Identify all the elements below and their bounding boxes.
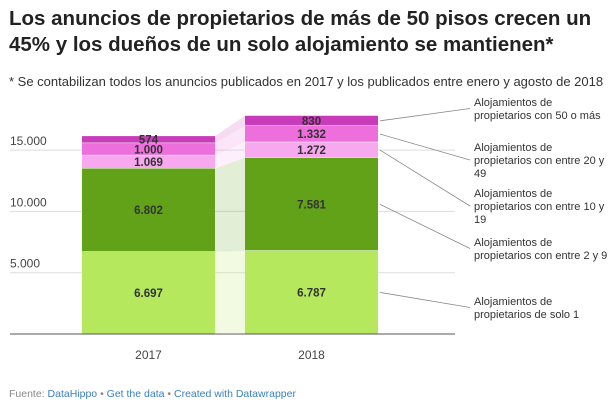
data-label: 6.802 <box>134 205 163 217</box>
legend-leader-line <box>379 108 471 122</box>
bar-segment[interactable] <box>82 168 215 252</box>
legend-label: Alojamientos de propietarios con entre 2 … <box>474 237 607 262</box>
connector-band <box>215 115 245 144</box>
y-tick-label: 10.000 <box>10 195 47 209</box>
bar-segment[interactable] <box>245 142 378 158</box>
connector-band <box>215 157 245 252</box>
x-tick-label: 2017 <box>135 348 162 362</box>
y-tick-label: 5.000 <box>10 257 40 271</box>
data-label: 1.000 <box>134 144 163 156</box>
legend-leader-line <box>379 292 471 308</box>
legend-label: Alojamientos de propietarios de solo 1 <box>474 296 579 321</box>
data-label: 830 <box>302 116 321 128</box>
bar-segment[interactable] <box>245 250 378 334</box>
legend-leader-line <box>379 203 471 249</box>
stacked-bar-chart: 5.000 10.000 15.000 6.697 6.787 6.802 7.581 1.… <box>10 97 607 362</box>
data-label: 6.697 <box>134 288 163 300</box>
get-data-link[interactable]: Get the data <box>106 388 165 400</box>
chart-footer: Fuente: DataHippo • Get the data • Creat… <box>9 388 296 400</box>
y-tick-label: 15.000 <box>10 134 47 148</box>
connector-band <box>215 142 245 169</box>
data-label: 574 <box>139 135 159 147</box>
bar-segment[interactable] <box>82 251 215 334</box>
connector-band <box>215 125 245 156</box>
data-label: 1.069 <box>134 157 163 169</box>
datawrapper-link[interactable]: Created with Datawrapper <box>173 388 296 400</box>
data-label: 1.332 <box>297 129 326 141</box>
source-prefix: Fuente: <box>9 388 48 400</box>
connector-band <box>215 250 245 334</box>
chart-subtitle: * Se contabilizan todos los anuncios pub… <box>9 74 604 89</box>
legend-label: Alojamientos de propietarios con 50 o más <box>474 97 601 122</box>
legend-leader-line <box>379 149 471 207</box>
data-label: 6.787 <box>297 287 326 299</box>
bar-segment[interactable] <box>82 155 215 169</box>
footer-separator: • <box>97 388 107 400</box>
legend-label: Alojamientos de propietarios con entre 10… <box>474 188 605 226</box>
data-label: 1.272 <box>297 145 326 157</box>
legend-leader-line <box>379 133 471 161</box>
bar-segment[interactable] <box>245 157 378 251</box>
footer-separator: • <box>164 388 174 400</box>
chart-title: Los anuncios de propietarios de más de 5… <box>9 7 592 56</box>
bar-segment[interactable] <box>245 125 378 142</box>
source-link[interactable]: DataHippo <box>47 388 98 400</box>
bar-segment[interactable] <box>82 136 215 143</box>
x-tick-label: 2018 <box>298 348 325 362</box>
legend-label: Alojamientos de propietarios con entre 20… <box>474 142 605 180</box>
bar-segment[interactable] <box>82 143 215 155</box>
data-label: 7.581 <box>297 199 326 211</box>
bar-segment[interactable] <box>245 115 378 126</box>
